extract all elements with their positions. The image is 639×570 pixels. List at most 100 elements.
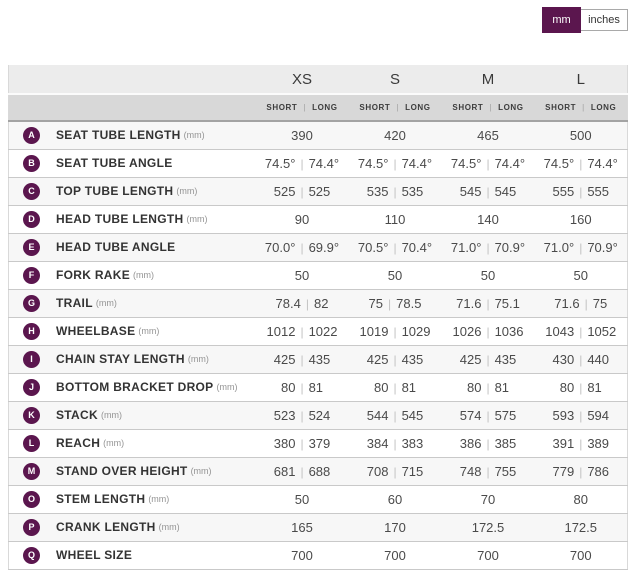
unit-inches-button[interactable]: inches (581, 9, 628, 31)
pipe-separator: | (393, 353, 397, 367)
value-cell: 700 (255, 541, 349, 570)
long-label: LONG (312, 103, 338, 112)
pipe-separator: | (393, 325, 397, 339)
geometry-row-d: D HEAD TUBE LENGTH (mm) 90 110 140 160 (8, 205, 628, 234)
pipe-separator: | (486, 241, 490, 255)
row-label: TOP TUBE LENGTH (56, 184, 174, 199)
size-header-row: XS S M L (8, 65, 628, 95)
value-long: 688 (308, 464, 331, 479)
pipe-separator: | (584, 297, 588, 311)
value-short: 74.5° (450, 156, 482, 171)
geometry-row-h: H WHEELBASE (mm) 1012 | 1022 1019 | 1029 1026 | 10… (8, 317, 628, 346)
row-letter-badge: K (23, 406, 40, 424)
row-letter-badge: B (23, 154, 40, 172)
pipe-separator: | (579, 353, 583, 367)
value-cell: 500 (534, 121, 628, 150)
size-header-s: S (348, 65, 442, 95)
value-short: 80 (559, 380, 575, 395)
row-letter-badge: G (23, 294, 40, 312)
value-short: 779 (552, 464, 575, 479)
row-label: STACK (56, 408, 98, 423)
value-long: 525 (308, 184, 331, 199)
row-unit: (mm) (103, 438, 125, 449)
short-label: SHORT (545, 103, 577, 112)
short-label: SHORT (452, 103, 484, 112)
value-cell: 172.5 (441, 513, 535, 542)
geometry-row-l: L REACH (mm) 380 | 379 384 | 383 386 | 385 391 | 389 (8, 429, 628, 458)
value-cell: 50 (534, 261, 628, 290)
value-cell: 425 | 435 (255, 345, 349, 374)
row-unit: (mm) (138, 326, 160, 337)
size-header-m: M (441, 65, 535, 95)
value-cell: 80 | 81 (441, 373, 535, 402)
pipe-separator: | (300, 465, 304, 479)
value-short: 535 (366, 184, 389, 199)
value-cell: 1026 | 1036 (441, 317, 535, 346)
value-long: 81 (494, 380, 510, 395)
value-cell: 50 (255, 485, 349, 514)
value-short: 1043 (545, 324, 575, 339)
row-label: WHEELBASE (56, 324, 136, 339)
row-label: BOTTOM BRACKET DROP (56, 380, 214, 395)
value-cell: 50 (255, 261, 349, 290)
value-short: 80 (466, 380, 482, 395)
value-cell: 525 | 525 (255, 177, 349, 206)
row-label-cell: P CRANK LENGTH (mm) (8, 513, 256, 542)
value-cell: 70.5° | 70.4° (348, 233, 442, 262)
row-label-cell: Q WHEEL SIZE (8, 541, 256, 570)
row-letter-badge: F (23, 266, 40, 284)
value-cell: 50 (348, 261, 442, 290)
value-cell: 78.4 | 82 (255, 289, 349, 318)
pipe-separator: | (393, 241, 397, 255)
value-long: 78.5 (396, 296, 422, 311)
row-label-cell: D HEAD TUBE LENGTH (mm) (8, 205, 256, 234)
row-label-cell: G TRAIL (mm) (8, 289, 256, 318)
value-long: 435 (494, 352, 517, 367)
row-unit: (mm) (216, 382, 238, 393)
value-short: 1012 (266, 324, 296, 339)
pipe-separator: | (393, 157, 397, 171)
value-cell: 380 | 379 (255, 429, 349, 458)
row-letter-badge: O (23, 490, 40, 508)
row-label-cell: M STAND OVER HEIGHT (mm) (8, 457, 256, 486)
value-cell: 75 | 78.5 (348, 289, 442, 318)
value-long: 1052 (587, 324, 617, 339)
geometry-row-k: K STACK (mm) 523 | 524 544 | 545 574 | 575 593 | 594 (8, 401, 628, 430)
value-cell: 71.6 | 75 (534, 289, 628, 318)
value-long: 786 (587, 464, 610, 479)
value-long: 70.4° (401, 240, 433, 255)
pipe-separator: | (300, 241, 304, 255)
value-short: 544 (366, 408, 389, 423)
value-cell: 80 | 81 (348, 373, 442, 402)
value-cell: 1019 | 1029 (348, 317, 442, 346)
pipe-separator: | (486, 409, 490, 423)
pipe-separator: | (486, 465, 490, 479)
value-long: 81 (308, 380, 324, 395)
value-cell: 748 | 755 (441, 457, 535, 486)
row-unit: (mm) (158, 522, 180, 533)
unit-mm-button[interactable]: mm (542, 7, 581, 33)
value-cell: 110 (348, 205, 442, 234)
pipe-separator: | (486, 297, 490, 311)
variant-column-header: SHORT | LONG (255, 94, 349, 122)
pipe-separator: | (579, 465, 583, 479)
pipe-separator: | (486, 353, 490, 367)
geometry-row-m: M STAND OVER HEIGHT (mm) 681 | 688 708 | 715 748… (8, 457, 628, 486)
value-cell: 544 | 545 (348, 401, 442, 430)
value-short: 386 (459, 436, 482, 451)
row-unit: (mm) (187, 354, 209, 365)
row-label-cell: I CHAIN STAY LENGTH (mm) (8, 345, 256, 374)
value-cell: 74.5° | 74.4° (348, 149, 442, 178)
value-cell: 74.5° | 74.4° (441, 149, 535, 178)
row-letter-badge: E (23, 238, 40, 256)
value-short: 71.0° (450, 240, 482, 255)
value-short: 80 (373, 380, 389, 395)
geometry-row-p: P CRANK LENGTH (mm) 165 170 172.5 172.5 (8, 513, 628, 542)
row-label: REACH (56, 436, 101, 451)
value-long: 545 (494, 184, 517, 199)
row-unit: (mm) (190, 466, 212, 477)
pipe-separator: | (579, 409, 583, 423)
value-short: 525 (273, 184, 296, 199)
row-label: STEM LENGTH (56, 492, 146, 507)
value-cell: 779 | 786 (534, 457, 628, 486)
